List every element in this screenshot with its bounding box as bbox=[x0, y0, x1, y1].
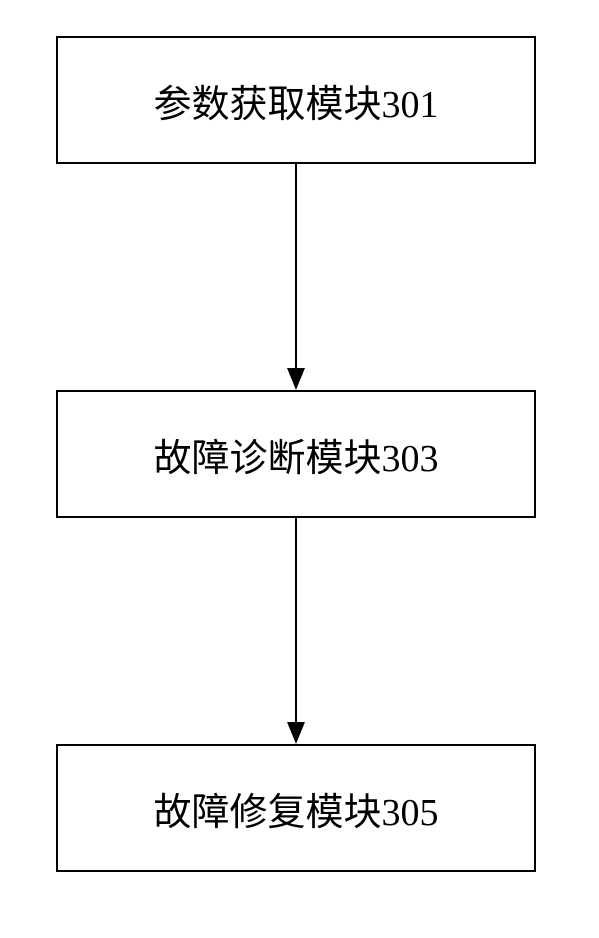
flowchart-canvas: 参数获取模块301 故障诊断模块303 故障修复模块305 bbox=[0, 0, 599, 938]
node-label: 故障修复模块305 bbox=[153, 781, 438, 836]
node-fault-repair: 故障修复模块305 bbox=[56, 744, 536, 872]
